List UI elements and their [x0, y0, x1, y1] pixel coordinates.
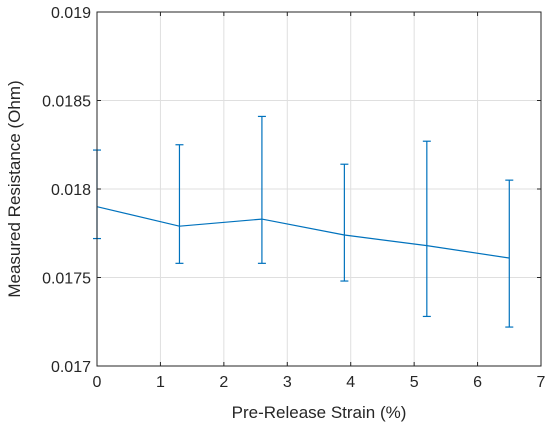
- x-tick-label: 2: [219, 374, 228, 391]
- y-tick-label: 0.018: [51, 182, 91, 199]
- x-tick-label: 4: [346, 374, 355, 391]
- axes: 0 1 2 3 4 5 6 7 0.017 0.0175 0.018 0.0185 0.019: [42, 5, 545, 391]
- y-tick-label: 0.019: [51, 5, 91, 22]
- grid: [96, 11, 542, 367]
- x-tick-label: 6: [473, 374, 482, 391]
- y-axis-title: Measured Resistance (Ohm): [5, 80, 24, 297]
- y-tick-label: 0.0185: [42, 94, 91, 111]
- y-tick-label: 0.0175: [42, 271, 91, 288]
- error-bar: [257, 115, 266, 264]
- x-tick-label: 3: [283, 374, 292, 391]
- error-bar: [422, 140, 431, 318]
- x-tick-label: 7: [537, 374, 546, 391]
- x-axis-title: Pre-Release Strain (%): [232, 403, 407, 422]
- error-bar: [505, 179, 514, 328]
- series-line: [96, 206, 510, 259]
- plot-area: [93, 115, 514, 328]
- x-tick-label: 5: [410, 374, 419, 391]
- x-tick-label: 1: [156, 374, 165, 391]
- error-bar: [175, 144, 184, 264]
- y-tick-label: 0.017: [51, 359, 91, 376]
- x-tick-label: 0: [93, 374, 102, 391]
- error-bar: [340, 163, 349, 282]
